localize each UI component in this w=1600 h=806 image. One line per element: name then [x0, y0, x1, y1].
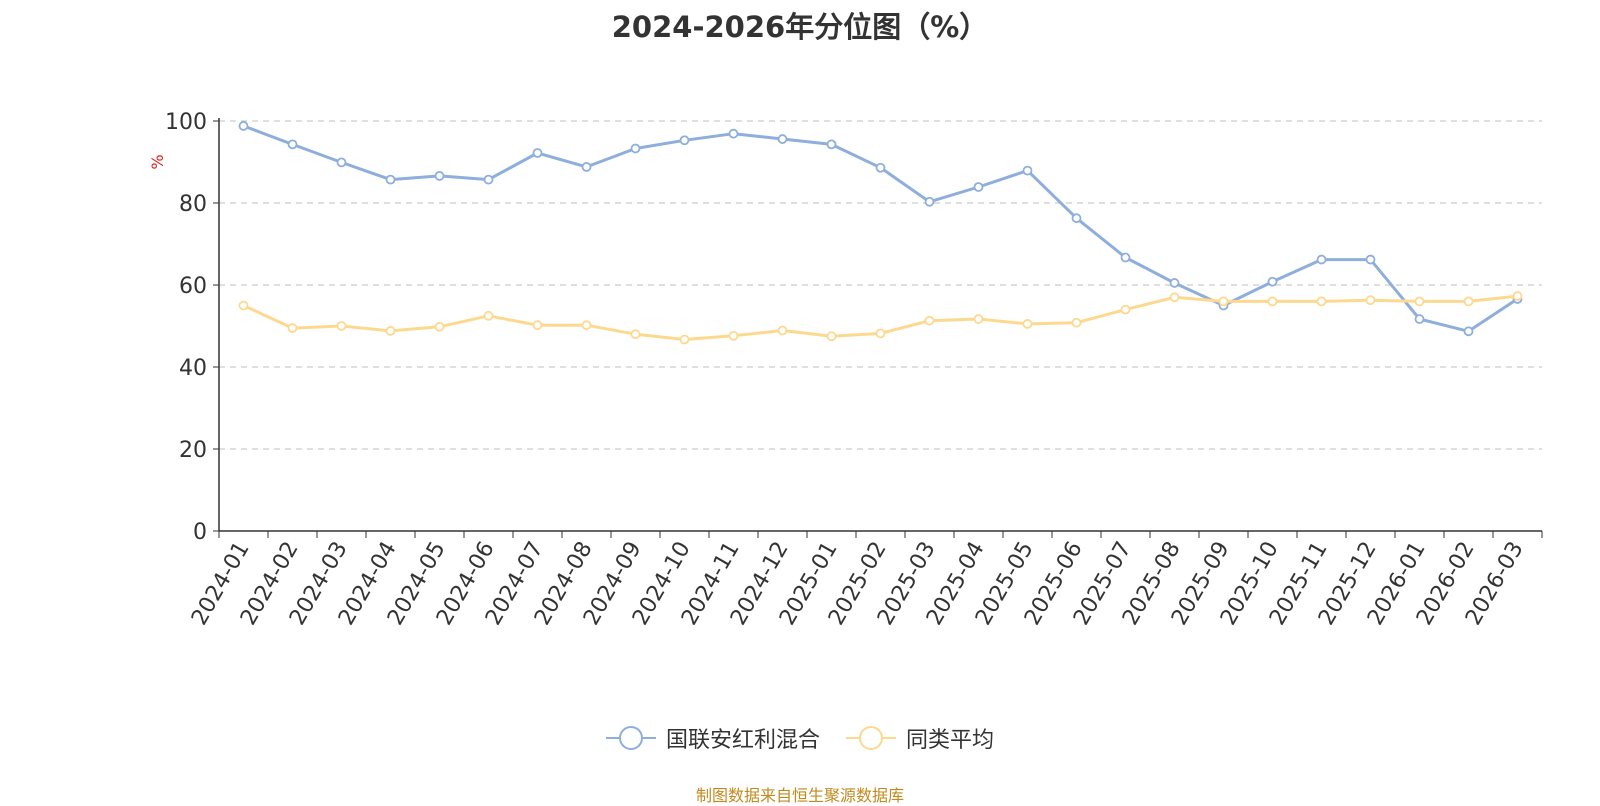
series-1-point-2025-04	[973, 182, 984, 192]
series-2-point-2026-02	[1463, 296, 1474, 307]
series-layer	[238, 121, 1523, 345]
series-1-point-2024-07	[532, 148, 543, 158]
series-1-point-2024-09	[630, 143, 641, 154]
legend-swatch-series-2	[846, 726, 896, 750]
y-axis-label: %	[148, 154, 167, 169]
series-2-point-2024-11	[728, 330, 739, 341]
series-2-point-2025-01	[826, 331, 837, 342]
series-2-point-2024-08	[581, 320, 592, 331]
series-2-point-2025-11	[1316, 296, 1327, 307]
ytick-label-40: 40	[179, 356, 207, 381]
series-1-point-2025-11	[1316, 254, 1327, 265]
series-1-point-2024-11	[728, 128, 739, 139]
series-2-point-2025-08	[1169, 292, 1180, 303]
grid-lines	[219, 120, 1542, 450]
legend: 国联安红利混合 同类平均	[0, 718, 1600, 758]
line-chart: 020406080100%2024-012024-022024-032024-0…	[148, 110, 1543, 630]
legend-item-series-2[interactable]: 同类平均	[846, 722, 994, 754]
series-1-point-2025-06	[1071, 213, 1082, 224]
series-1-point-2026-02	[1463, 326, 1474, 337]
series-1-point-2025-07	[1120, 252, 1131, 263]
series-2-point-2026-03	[1512, 291, 1523, 301]
series-2-point-2025-05	[1022, 319, 1033, 329]
legend-label-series-2: 同类平均	[906, 728, 995, 753]
ytick-label-20: 20	[179, 438, 207, 463]
chart-title: 2024-2026年分位图（%）	[611, 10, 989, 44]
series-1-point-2025-02	[875, 162, 886, 173]
series-1-point-2025-08	[1169, 278, 1180, 288]
series-2-point-2024-04	[385, 326, 396, 336]
series-1-point-2025-03	[924, 196, 935, 207]
series-2-point-2024-12	[777, 325, 788, 336]
series-2-point-2025-07	[1120, 304, 1131, 315]
series-2-point-2025-06	[1071, 317, 1082, 328]
series-1-point-2025-12	[1365, 254, 1376, 265]
series-2-point-2025-02	[875, 328, 886, 339]
series-2-point-2024-02	[287, 323, 298, 333]
series-1-point-2024-12	[777, 134, 788, 144]
series-1-point-2024-08	[581, 162, 592, 172]
series-2-point-2024-05	[434, 321, 445, 332]
legend-label-series-1: 国联安红利混合	[665, 728, 820, 753]
series-2-point-2024-10	[679, 334, 690, 345]
ytick-label-60: 60	[179, 274, 207, 299]
series-2-point-2024-07	[532, 320, 543, 331]
series-2-point-2024-01	[238, 300, 249, 311]
series-2-point-2026-01	[1414, 296, 1425, 307]
series-1-point-2024-03	[336, 157, 347, 168]
legend-swatch-series-1	[605, 726, 656, 750]
ytick-label-80: 80	[179, 192, 207, 217]
series-1-point-2024-05	[434, 171, 445, 181]
axes: 020406080100%2024-012024-022024-032024-0…	[148, 110, 1543, 630]
source-note: 制图数据来自恒生聚源数据库	[695, 786, 904, 805]
series-2-point-2024-09	[630, 329, 641, 340]
series-2-point-2025-03	[924, 315, 935, 326]
series-1-point-2024-06	[483, 174, 494, 185]
series-1-point-2024-10	[679, 135, 690, 146]
series-1-point-2026-01	[1414, 314, 1425, 324]
series-1-point-2025-05	[1022, 165, 1033, 176]
series-1-point-2024-04	[385, 174, 396, 185]
series-2-point-2025-04	[973, 314, 984, 324]
series-2-point-2025-09	[1218, 296, 1229, 307]
series-1-point-2025-01	[826, 139, 837, 150]
series-1-point-2025-10	[1267, 276, 1278, 287]
series-1-point-2024-01	[238, 121, 249, 131]
series-2-point-2024-03	[336, 321, 347, 331]
ytick-label-100: 100	[165, 110, 207, 135]
series-1-point-2024-02	[287, 139, 298, 150]
series-2-point-2024-06	[483, 310, 494, 321]
legend-item-series-1[interactable]: 国联安红利混合	[605, 722, 820, 754]
series-2-point-2025-12	[1365, 295, 1376, 306]
series-2-point-2025-10	[1267, 296, 1278, 307]
ytick-label-0: 0	[193, 520, 207, 545]
